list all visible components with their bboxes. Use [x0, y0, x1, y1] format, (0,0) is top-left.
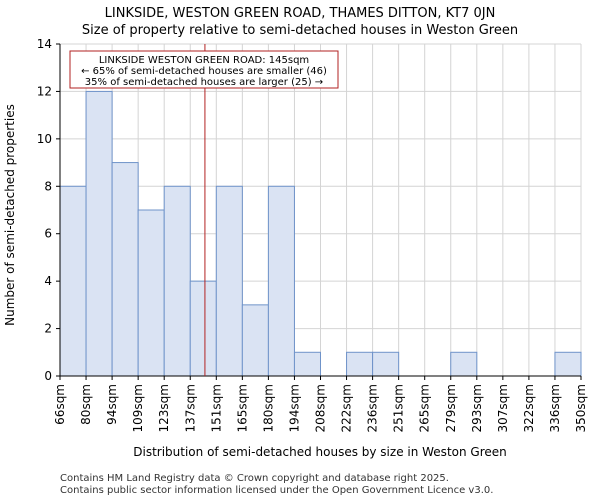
annotation-line-2: ← 65% of semi-detached houses are smalle… — [81, 66, 327, 77]
x-tick-label-236sqm: 236sqm — [366, 384, 380, 432]
x-tick-label-109sqm: 109sqm — [131, 384, 145, 432]
bar-94sqm — [111, 162, 139, 377]
y-tick-label-2: 2 — [44, 322, 52, 336]
x-tick-label-336sqm: 336sqm — [548, 384, 562, 432]
bars — [59, 90, 582, 377]
x-tick-labels: 66sqm 80sqm 94sqm 109sqm 123sqm 137sqm 151sqm 1… — [53, 376, 588, 432]
x-tick-label-137sqm: 137sqm — [183, 384, 197, 432]
x-tick-label-293sqm: 293sqm — [470, 384, 484, 432]
bar-194sqm — [293, 351, 322, 377]
x-tick-label-180sqm: 180sqm — [261, 384, 275, 432]
bar-123sqm — [163, 185, 191, 377]
annotation-box — [69, 50, 339, 89]
x-axis-label: Distribution of semi-detached houses by … — [133, 445, 507, 459]
bar-165sqm — [241, 304, 269, 377]
x-tick-label-66sqm: 66sqm — [53, 384, 67, 425]
y-tick-label-4: 4 — [44, 274, 52, 288]
bar-151sqm — [215, 185, 243, 377]
x-tick-label-307sqm: 307sqm — [496, 384, 510, 432]
bar-109sqm — [137, 209, 165, 377]
y-tick-label-10: 10 — [37, 132, 52, 146]
chart-subtitle: Size of property relative to semi-detach… — [82, 23, 518, 38]
bar-137sqm — [189, 280, 217, 377]
x-tick-label-94sqm: 94sqm — [105, 384, 119, 425]
y-tick-label-0: 0 — [44, 369, 52, 383]
footer-line-1: Contains HM Land Registry data © Crown c… — [60, 473, 449, 484]
footer-line-2: Contains public sector information licen… — [60, 485, 493, 496]
bar-236sqm — [372, 351, 400, 377]
chart-title: LINKSIDE, WESTON GREEN ROAD, THAMES DITT… — [105, 6, 496, 21]
annotation-line-1: LINKSIDE WESTON GREEN ROAD: 145sqm — [99, 55, 309, 66]
y-tick-label-14: 14 — [37, 37, 52, 51]
y-axis-label: Number of semi-detached properties — [3, 104, 17, 326]
x-tick-label-151sqm: 151sqm — [209, 384, 223, 432]
x-tick-label-123sqm: 123sqm — [157, 384, 171, 432]
annotation-line-3: 35% of semi-detached houses are larger (… — [85, 77, 323, 88]
x-tick-label-165sqm: 165sqm — [235, 384, 249, 432]
bar-336sqm — [554, 351, 582, 377]
bar-66sqm — [59, 185, 87, 377]
x-tick-label-322sqm: 322sqm — [522, 384, 536, 432]
bar-279sqm — [450, 351, 478, 377]
y-tick-label-8: 8 — [44, 179, 52, 193]
bar-80sqm — [85, 90, 113, 377]
x-tick-label-350sqm: 350sqm — [574, 384, 588, 432]
x-tick-label-265sqm: 265sqm — [418, 384, 432, 432]
x-tick-label-251sqm: 251sqm — [392, 384, 406, 432]
y-tick-label-6: 6 — [44, 227, 52, 241]
x-tick-label-208sqm: 208sqm — [314, 384, 328, 432]
x-tick-label-80sqm: 80sqm — [79, 384, 93, 425]
bar-222sqm — [346, 351, 374, 377]
x-tick-label-222sqm: 222sqm — [340, 384, 354, 432]
y-tick-label-12: 12 — [37, 84, 52, 98]
bar-180sqm — [267, 185, 295, 377]
x-tick-label-279sqm: 279sqm — [444, 384, 458, 432]
x-tick-label-194sqm: 194sqm — [287, 384, 301, 432]
marker-annotation: LINKSIDE WESTON GREEN ROAD: 145sqm← 65% … — [69, 44, 339, 376]
y-tick-labels: 0 2 4 6 8 10 12 14 — [37, 37, 60, 383]
